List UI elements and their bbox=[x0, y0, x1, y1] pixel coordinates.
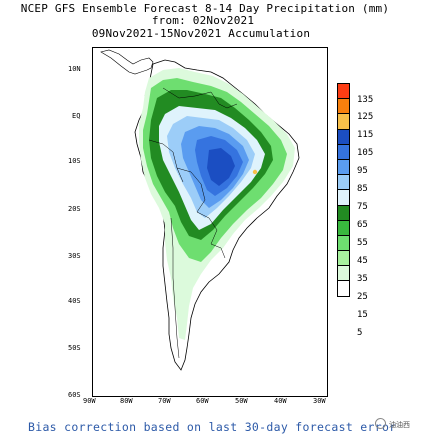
precipitation-map bbox=[92, 47, 328, 397]
legend-swatch-125 bbox=[337, 98, 350, 115]
legend-swatch-65 bbox=[337, 189, 350, 206]
precip-yellow-spot bbox=[252, 169, 258, 175]
lat-label-20s: 20S bbox=[68, 205, 81, 213]
border-venezuela bbox=[162, 87, 212, 99]
legend-label-105: 105 bbox=[357, 148, 374, 158]
watermark-icon bbox=[375, 418, 386, 429]
title-line-1: NCEP GFS Ensemble Forecast 8-14 Day Prec… bbox=[20, 2, 390, 15]
legend-swatch-85 bbox=[337, 158, 350, 176]
lon-label-90w: 90W bbox=[83, 397, 96, 405]
legend-label-55: 55 bbox=[357, 238, 368, 248]
precip-dark-blue bbox=[207, 148, 235, 186]
color-legend bbox=[337, 83, 350, 297]
legend-label-65: 65 bbox=[357, 220, 368, 230]
legend-label-95: 95 bbox=[357, 166, 368, 176]
central-america-landmass bbox=[100, 49, 154, 75]
lat-label-60s: 60S bbox=[68, 391, 81, 399]
lat-label-40s: 40S bbox=[68, 297, 81, 305]
border-uruguay bbox=[210, 243, 226, 259]
border-argentina-chile bbox=[170, 217, 180, 359]
precip-shading bbox=[139, 68, 295, 340]
legend-swatch-35 bbox=[337, 234, 350, 252]
map-svg bbox=[100, 49, 300, 371]
lon-label-50w: 50W bbox=[235, 397, 248, 405]
legend-swatch-105 bbox=[337, 128, 350, 145]
bias-correction-note: Bias correction based on last 30-day for… bbox=[28, 420, 397, 434]
lat-label-50s: 50S bbox=[68, 344, 81, 352]
legend-label-115: 115 bbox=[357, 130, 374, 140]
legend-swatch-25 bbox=[337, 250, 350, 267]
legend-swatch-55 bbox=[337, 204, 350, 221]
border-peru-brazil bbox=[148, 139, 184, 183]
legend-label-75: 75 bbox=[357, 202, 368, 212]
legend-swatch-45 bbox=[337, 219, 350, 236]
border-bolivia bbox=[176, 167, 206, 213]
legend-label-45: 45 bbox=[357, 256, 368, 266]
lon-label-40w: 40W bbox=[274, 397, 287, 405]
lon-label-30w: 30W bbox=[313, 397, 326, 405]
title-line-2: from: 02Nov2021 bbox=[151, 14, 255, 27]
legend-swatch-75 bbox=[337, 174, 350, 191]
legend-swatch-5 bbox=[337, 280, 350, 297]
legend-label-5: 5 bbox=[357, 328, 363, 338]
legend-label-35: 35 bbox=[357, 274, 368, 284]
legend-label-125: 125 bbox=[357, 112, 374, 122]
legend-label-25: 25 bbox=[357, 292, 368, 302]
legend-swatch-135 bbox=[337, 83, 350, 100]
legend-label-85: 85 bbox=[357, 184, 368, 194]
title-line-3: 09Nov2021-15Nov2021 Accumulation bbox=[91, 27, 311, 40]
lon-label-80w: 80W bbox=[120, 397, 133, 405]
lat-label-30s: 30S bbox=[68, 252, 81, 260]
border-paraguay bbox=[196, 211, 218, 245]
lon-label-60w: 60W bbox=[196, 397, 209, 405]
border-guianas bbox=[210, 91, 238, 109]
legend-swatch-95 bbox=[337, 143, 350, 160]
legend-swatch-115 bbox=[337, 113, 350, 130]
lat-label-10s: 10S bbox=[68, 157, 81, 165]
legend-swatch-15 bbox=[337, 265, 350, 282]
lat-label-10n: 10N bbox=[68, 65, 81, 73]
legend-label-15: 15 bbox=[357, 310, 368, 320]
country-borders bbox=[148, 87, 238, 359]
lat-label-eq: EQ bbox=[72, 112, 81, 120]
lon-label-70w: 70W bbox=[158, 397, 171, 405]
legend-label-135: 135 bbox=[357, 95, 374, 105]
watermark-text: 油油西 bbox=[389, 421, 410, 429]
